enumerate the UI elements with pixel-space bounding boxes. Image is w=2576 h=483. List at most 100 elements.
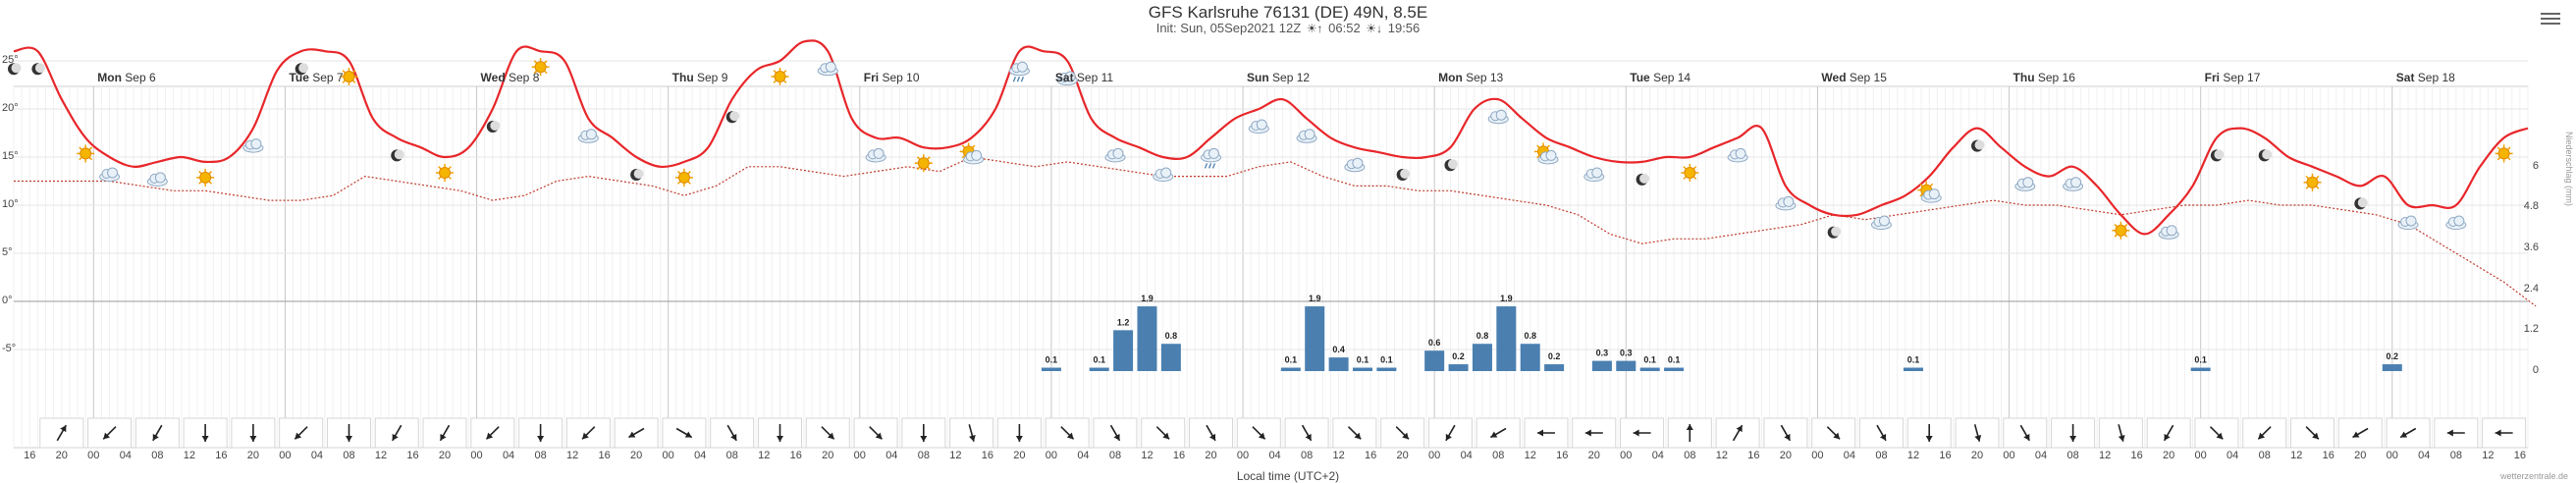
rain-drop — [1012, 76, 1017, 82]
wind-arrow — [581, 426, 596, 440]
hour-tick-label: 16 — [2322, 450, 2334, 461]
moon-light — [34, 63, 45, 74]
moon-icon — [1636, 173, 1650, 186]
day-label: Fri Sep 17 — [2205, 71, 2261, 84]
rain-drop — [1208, 163, 1212, 169]
precipitation-axis-title: Niederschlag (mm) — [2564, 131, 2574, 206]
precip-bar — [1472, 344, 1492, 371]
day-label: Mon Sep 13 — [1438, 71, 1503, 84]
hour-tick-label: 04 — [2227, 450, 2239, 461]
wind-arrow — [2163, 424, 2174, 442]
precip-bar — [1520, 344, 1540, 371]
precip-label: 0.8 — [1524, 331, 1536, 341]
cloud-puff — [2405, 215, 2417, 227]
hour-tick-label: 08 — [1875, 450, 1888, 461]
wind-arrow — [152, 424, 163, 442]
temp-tick-label: 20° — [2, 102, 19, 114]
day-label: Mon Sep 6 — [97, 71, 155, 84]
hour-tick-label: 04 — [1077, 450, 1090, 461]
wind-arrow-head — [2216, 432, 2224, 440]
wind-arrow-head — [1736, 425, 1743, 433]
cloud-icon — [1201, 147, 1222, 163]
hour-tick-label: 20 — [246, 450, 260, 461]
wind-arrow — [2257, 426, 2272, 440]
cloud-icon — [2158, 225, 2179, 240]
precip-bar — [1616, 360, 1637, 371]
moon-light — [298, 63, 309, 74]
wind-arrow — [675, 427, 693, 439]
sun-disc — [2115, 224, 2127, 237]
wind-arrow — [249, 424, 257, 442]
day-weekday: Sat — [1054, 71, 1074, 84]
wind-arrow-head — [1974, 434, 1982, 442]
wind-arrow-head — [249, 436, 257, 442]
hour-tick-label: 04 — [1268, 450, 1281, 461]
cloud-puff — [1064, 71, 1076, 82]
hour-tick-label: 00 — [1811, 450, 1824, 461]
sun-icon — [1681, 164, 1699, 182]
wind-arrow-head — [730, 433, 737, 441]
hour-tick-label: 12 — [1715, 450, 1728, 461]
cloud-puff — [1783, 195, 1795, 207]
precip-label: 1.9 — [1309, 294, 1321, 303]
wind-arrow-head — [201, 436, 209, 442]
wind-arrow-head — [777, 436, 783, 442]
wind-arrow — [2209, 426, 2224, 440]
moon-icon — [31, 63, 45, 76]
cloud-puff — [1735, 147, 1746, 159]
day-date: Sep 16 — [2034, 71, 2075, 84]
wind-arrow — [294, 426, 308, 440]
temp-tick-label: -5° — [2, 343, 17, 354]
wind-arrow — [1060, 426, 1075, 440]
hour-tick-label: 16 — [24, 450, 36, 461]
hour-tick-label: 00 — [279, 450, 292, 461]
cloud-icon — [2397, 215, 2419, 230]
hour-tick-label: 20 — [1396, 450, 1409, 461]
wind-arrow — [1686, 424, 1693, 442]
menu-bar-icon — [2541, 23, 2560, 25]
day-label: Thu Sep 9 — [672, 71, 728, 84]
moon-icon — [8, 63, 22, 76]
wind-arrow — [1445, 424, 1456, 442]
plot-frame — [13, 85, 2529, 449]
moon-light — [394, 149, 404, 160]
hour-tick-label: 16 — [1172, 450, 1186, 461]
moon-light — [633, 169, 644, 179]
moon-icon — [391, 149, 404, 162]
wind-arrow-head — [1066, 432, 1074, 440]
wind-arrow — [1109, 424, 1121, 442]
wind-arrow — [1490, 427, 1507, 439]
precip-label: 0.2 — [1548, 351, 1561, 361]
wind-arrow — [1395, 426, 1410, 440]
moon-light — [2262, 149, 2273, 160]
precip-label: 0.1 — [2194, 355, 2207, 365]
cloud-icon — [146, 172, 168, 187]
wind-arrow-head — [60, 425, 67, 433]
hour-tick-label: 08 — [343, 450, 355, 461]
day-weekday: Mon — [1438, 71, 1463, 84]
hour-tick-label: 00 — [2386, 450, 2398, 461]
wind-arrow-head — [1445, 433, 1452, 441]
wind-arrow — [1826, 426, 1841, 440]
hour-tick-label: 08 — [1684, 450, 1696, 461]
chart-menu-button[interactable] — [2541, 10, 2560, 26]
precip-label: 0.1 — [1907, 355, 1920, 365]
wind-arrow-head — [1584, 429, 1591, 437]
hour-tick-label: 08 — [2449, 450, 2462, 461]
wind-arrow — [1633, 429, 1651, 437]
hour-tick-label: 12 — [2482, 450, 2495, 461]
hour-tick-label: 16 — [789, 450, 802, 461]
wind-arrow-head — [1305, 433, 1312, 441]
wind-arrow — [726, 424, 737, 442]
hour-tick-label: 20 — [1587, 450, 1600, 461]
precip-label: 0.6 — [1428, 338, 1441, 348]
precip-label: 0.1 — [1046, 355, 1058, 365]
precip-bar — [1544, 364, 1565, 371]
menu-bar-icon — [2541, 18, 2560, 20]
hour-tick-label: 08 — [2258, 450, 2271, 461]
cloud-icon — [1870, 215, 1892, 230]
wind-arrow-head — [1833, 432, 1841, 440]
wind-arrow — [1876, 424, 1887, 442]
wind-arrow — [102, 426, 117, 440]
wind-arrow — [1732, 424, 1744, 442]
